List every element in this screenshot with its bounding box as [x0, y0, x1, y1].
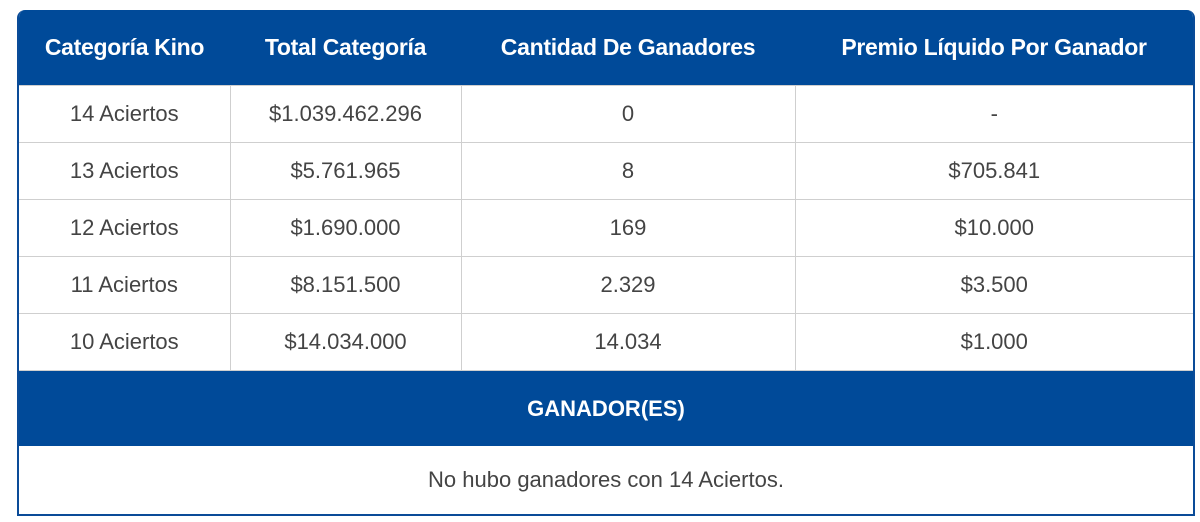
- cell-total: $5.761.965: [229, 142, 462, 200]
- cell-categoria: 11 Aciertos: [19, 256, 231, 314]
- cell-premio: -: [794, 85, 1193, 143]
- table-row: 14 Aciertos $1.039.462.296 0 -: [19, 85, 1193, 143]
- cell-cantidad: 0: [460, 85, 796, 143]
- cell-premio: $1.000: [794, 313, 1193, 371]
- header-cantidad: Cantidad De Ganadores: [461, 10, 795, 86]
- table-row: 10 Aciertos $14.034.000 14.034 $1.000: [19, 313, 1193, 371]
- table-row: 12 Aciertos $1.690.000 169 $10.000: [19, 199, 1193, 257]
- prize-table: Categoría Kino Total Categoría Cantidad …: [19, 10, 1193, 514]
- header-premio: Premio Líquido Por Ganador: [795, 10, 1193, 86]
- header-categoria: Categoría Kino: [19, 10, 230, 86]
- winners-message-row: No hubo ganadores con 14 Aciertos.: [19, 446, 1193, 514]
- cell-total: $1.690.000: [229, 199, 462, 257]
- cell-premio: $10.000: [794, 199, 1193, 257]
- table-row: 11 Aciertos $8.151.500 2.329 $3.500: [19, 256, 1193, 314]
- cell-premio: $3.500: [794, 256, 1193, 314]
- cell-cantidad: 2.329: [460, 256, 796, 314]
- winners-message: No hubo ganadores con 14 Aciertos.: [428, 467, 784, 492]
- winners-title: GANADOR(ES): [19, 370, 1193, 446]
- cell-categoria: 10 Aciertos: [19, 313, 231, 371]
- cell-total: $1.039.462.296: [229, 85, 462, 143]
- table-header-row: Categoría Kino Total Categoría Cantidad …: [19, 10, 1193, 86]
- header-total: Total Categoría: [230, 10, 461, 86]
- results-table-container: Categoría Kino Total Categoría Cantidad …: [17, 10, 1195, 516]
- cell-cantidad: 169: [460, 199, 796, 257]
- cell-premio: $705.841: [794, 142, 1193, 200]
- cell-total: $8.151.500: [229, 256, 462, 314]
- cell-total: $14.034.000: [229, 313, 462, 371]
- cell-cantidad: 14.034: [460, 313, 796, 371]
- table-row: 13 Aciertos $5.761.965 8 $705.841: [19, 142, 1193, 200]
- cell-categoria: 12 Aciertos: [19, 199, 231, 257]
- winners-title-row: GANADOR(ES): [19, 370, 1193, 446]
- cell-categoria: 14 Aciertos: [19, 85, 231, 143]
- cell-categoria: 13 Aciertos: [19, 142, 231, 200]
- cell-cantidad: 8: [460, 142, 796, 200]
